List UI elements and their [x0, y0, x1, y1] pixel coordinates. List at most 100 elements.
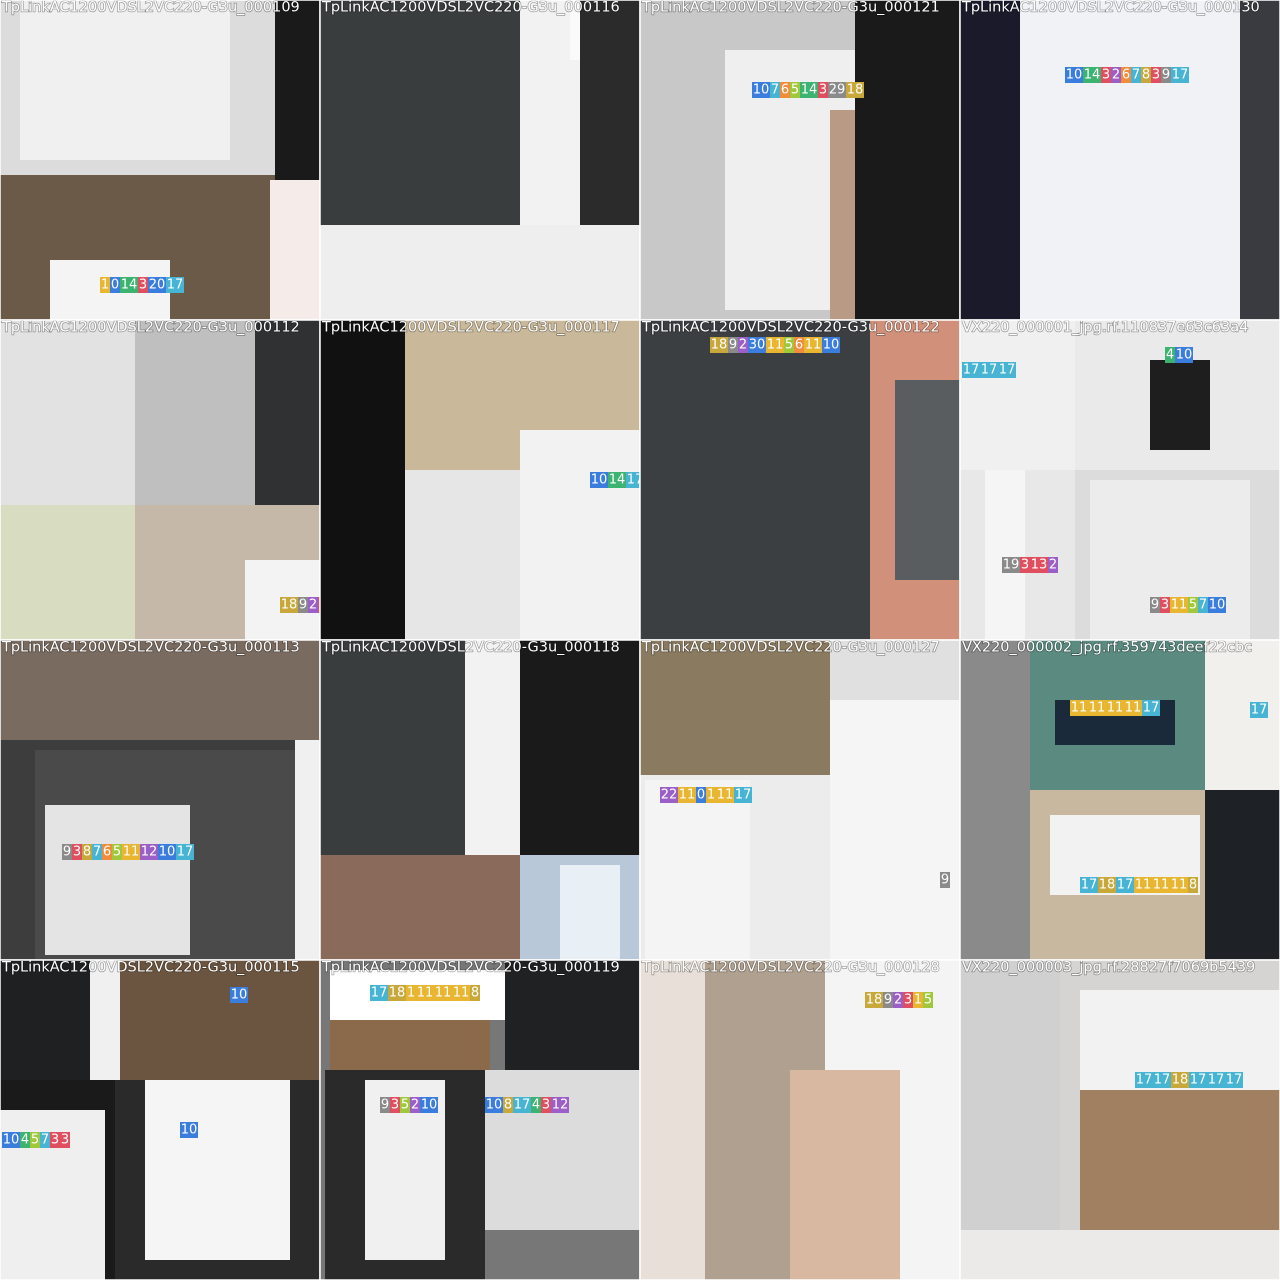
tile: 10 4 5 7 3 31010TpLinkAC1200VDSL2VC220-G3u_00…	[0, 959, 321, 1280]
tile: 1 0 14 3 20 17 TpLinkAC1200VDSL2VC220-G3u_0001…	[0, 0, 321, 321]
box-label-bg	[50, 1132, 60, 1148]
box-label: 6	[1122, 68, 1130, 83]
box-label: 8	[504, 1098, 512, 1113]
box-label: 1	[914, 993, 922, 1008]
box-label-bg	[298, 597, 308, 613]
box-label-bg	[1065, 67, 1083, 83]
box-label-bg	[738, 337, 748, 353]
box-label-bg	[1170, 597, 1188, 613]
box-label: 17	[1172, 68, 1189, 83]
box-label: 5	[113, 845, 121, 860]
box-label-bg	[706, 787, 716, 803]
box-label-bg	[728, 337, 738, 353]
box-label-bg	[804, 337, 822, 353]
box-label: 11	[435, 986, 452, 1001]
box-label-bg	[1002, 557, 1020, 573]
box-label-bg	[1098, 877, 1116, 893]
box-label-bg	[1207, 1072, 1225, 1088]
box-label: 11	[679, 788, 696, 803]
box-label-bg	[1030, 557, 1048, 573]
photo-region	[1240, 0, 1280, 320]
box-label-bg	[1171, 1072, 1189, 1088]
photo-region	[90, 960, 120, 1080]
tile: 9 3 8 7 6 5 11 12 10 17 TpLinkAC1200VDSL2VC220-G3u…	[0, 639, 321, 961]
box-label: 11	[1171, 598, 1188, 613]
tile: 17 18 1 11 11 11 89 3 5 2 10 10 8 17 4 3 12TpLinkAC1200V…	[319, 959, 641, 1280]
box-label-bg	[883, 992, 893, 1008]
box-label-bg	[716, 787, 734, 803]
tile-title: TpLinkAC1200VDSL2VC220-G3u_000113	[1, 640, 300, 656]
box-label: 17	[1154, 1073, 1171, 1088]
photo-region	[20, 0, 230, 160]
box-label-bg	[388, 985, 406, 1001]
box-label: 9	[941, 873, 949, 888]
box-label-bg	[166, 277, 184, 293]
box-label: 11	[805, 338, 822, 353]
photo-region	[1020, 0, 1250, 320]
box-label: 2	[894, 993, 902, 1008]
box-label-bg	[780, 82, 790, 98]
box-label: 17	[1143, 701, 1160, 716]
photo-region	[895, 380, 960, 580]
tile-title: TpLinkAC1200VDSL2VC220-G3u_000109	[1, 0, 300, 16]
tile: 18 9 2 30 11 5 6 11 10TpLinkAC1200VDSL2VC220-G3u…	[639, 319, 961, 641]
box-label-bg	[92, 844, 102, 860]
box-label-bg	[1188, 597, 1198, 613]
box-label-bg	[828, 82, 846, 98]
box-label-bg	[1020, 557, 1030, 573]
box-label-bg	[138, 277, 148, 293]
box-label-bg	[503, 1097, 513, 1113]
box-label-bg	[748, 337, 766, 353]
box-label-bg	[734, 787, 752, 803]
tile-title: TpLinkAC1200VDSL2VC220-G3u_000122	[641, 320, 940, 336]
box-label-bg	[1225, 1072, 1243, 1088]
box-label-bg	[660, 787, 678, 803]
box-label: 6	[795, 338, 803, 353]
tile: 10141777TpLinkAC1200VDSL2VC220-G3u_00011…	[319, 319, 664, 641]
box-label-bg	[1165, 347, 1175, 363]
box-label: 3	[1021, 558, 1029, 573]
box-label-bg	[1198, 597, 1208, 613]
box-label-bg	[752, 82, 770, 98]
box-label-bg	[2, 1132, 20, 1148]
tile: 22 11 0 1 11 179TpLinkAC1200VDSL2VC220-G3u_00…	[639, 639, 961, 961]
photo-region	[830, 700, 960, 960]
photo-region	[405, 470, 520, 640]
box-label-bg	[100, 277, 110, 293]
box-label: 17	[177, 845, 194, 860]
box-label: 5	[791, 83, 799, 98]
box-label: 3	[1161, 598, 1169, 613]
photo-region	[120, 960, 320, 1080]
photo-region	[320, 225, 640, 320]
box-label: 17	[514, 1098, 531, 1113]
box-label: 14	[801, 83, 818, 98]
box-label-bg	[110, 277, 120, 293]
photo-region	[485, 1070, 640, 1230]
box-label: 17	[371, 986, 388, 1001]
tile-title: TpLinkAC1200VDSL2VC220-G3u_000130	[961, 0, 1260, 16]
box-label: 11	[1171, 878, 1188, 893]
photo-region	[0, 505, 135, 640]
box-label: 4	[21, 1133, 29, 1148]
tile-title: TpLinkAC1200VDSL2VC220-G3u_000116	[321, 0, 620, 16]
box-label-bg	[102, 844, 112, 860]
photo-region	[580, 0, 640, 225]
box-label-bg	[1135, 1072, 1153, 1088]
photo-region	[960, 960, 1060, 1230]
box-label: 8	[1142, 68, 1150, 83]
tile-title: TpLinkAC1200VDSL2VC220-G3u_000119	[321, 960, 620, 976]
box-label-bg	[794, 337, 804, 353]
box-label: 4	[1166, 348, 1174, 363]
photo-region	[270, 180, 320, 320]
box-label: 10	[421, 1098, 438, 1113]
box-label: 13	[1031, 558, 1048, 573]
photo-region	[1090, 480, 1250, 640]
photo-region	[320, 640, 465, 855]
box-label-bg	[72, 844, 82, 860]
box-label: 10	[591, 473, 608, 488]
box-label-bg	[770, 82, 780, 98]
box-label-bg	[913, 992, 923, 1008]
box-label: 6	[781, 83, 789, 98]
